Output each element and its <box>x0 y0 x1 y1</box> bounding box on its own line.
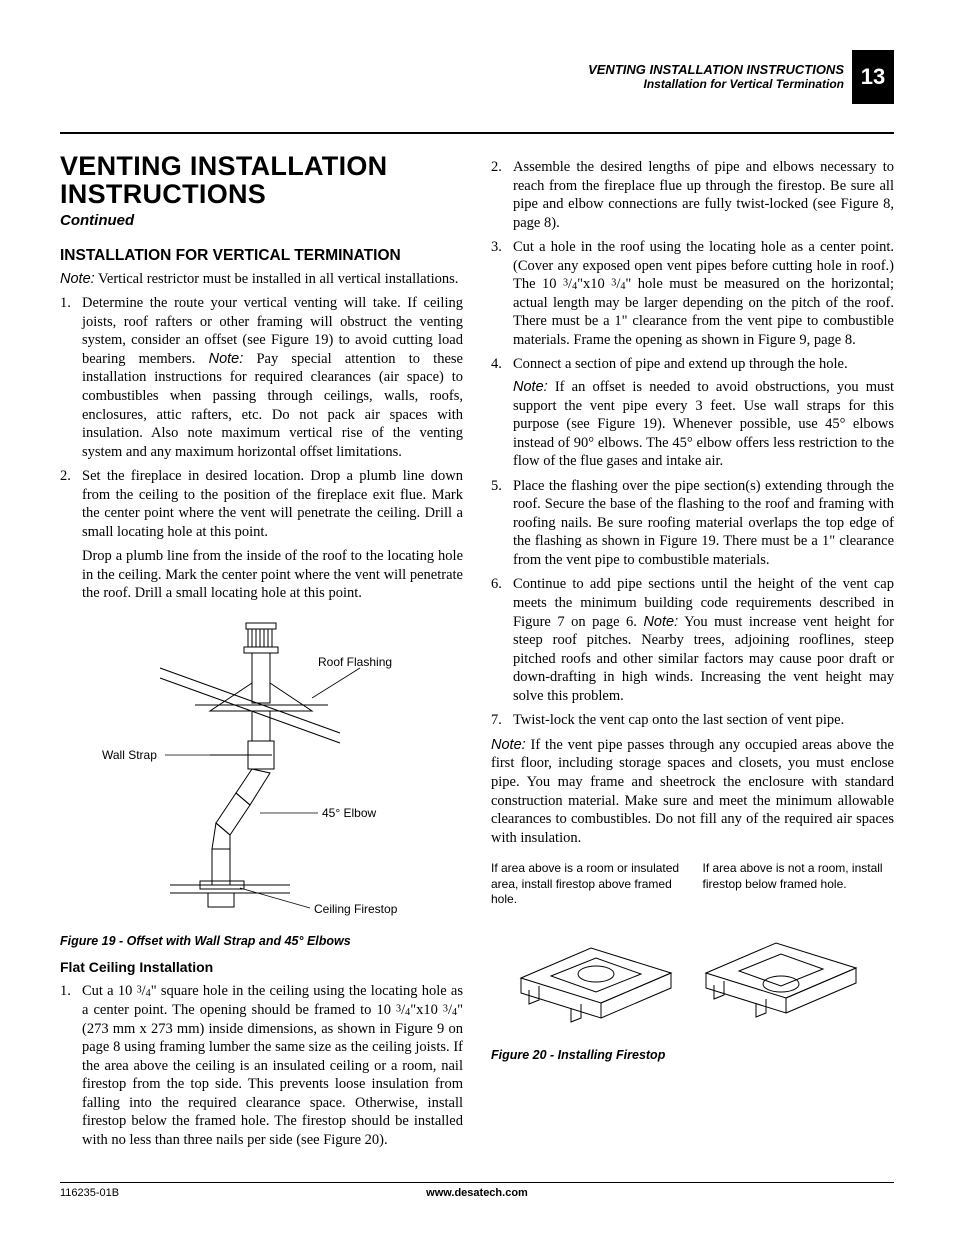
figure-20-svg <box>491 918 891 1038</box>
section-heading: INSTALLATION FOR VERTICAL TERMINATION <box>60 246 463 266</box>
figure-20-caption: Figure 20 - Installing Firestop <box>491 1047 894 1063</box>
right-column: 2. Assemble the desired lengths of pipe … <box>491 152 894 1149</box>
left-item-1: 1. Determine the route your vertical ven… <box>60 294 463 461</box>
left-para-after-2: Drop a plumb line from the inside of the… <box>82 547 463 603</box>
right-item-4: 4. Connect a section of pipe and extend … <box>491 355 894 470</box>
fig19-label-ceiling-firestop: Ceiling Firestop <box>314 902 398 916</box>
header-title: VENTING INSTALLATION INSTRUCTIONS <box>588 63 844 78</box>
right-item-7: 7. Twist-lock the vent cap onto the last… <box>491 711 894 730</box>
figure-19-caption: Figure 19 - Offset with Wall Strap and 4… <box>60 933 463 949</box>
list-text: Set the fireplace in desired location. D… <box>82 467 463 541</box>
note-label: Note: <box>491 737 526 753</box>
list-text: Connect a section of pipe and extend up … <box>513 355 894 470</box>
r4-text: Connect a section of pipe and extend up … <box>513 356 848 372</box>
list-text: Assemble the desired lengths of pipe and… <box>513 158 894 232</box>
note-label: Note: <box>60 271 95 287</box>
right-item-5: 5. Place the flashing over the pipe sect… <box>491 477 894 570</box>
header-text: VENTING INSTALLATION INSTRUCTIONS Instal… <box>588 63 844 92</box>
fc1-c: "x10 <box>410 1002 443 1018</box>
list-number: 2. <box>491 158 513 232</box>
bottom-note: Note: If the vent pipe passes through an… <box>491 736 894 847</box>
content-area: VENTING INSTALLATION INSTRUCTIONS Contin… <box>60 152 894 1149</box>
list-text: Twist-lock the vent cap onto the last se… <box>513 711 894 730</box>
firestop-note-left: If area above is a room or insulated are… <box>491 861 683 908</box>
continued-label: Continued <box>60 211 463 230</box>
list-text: Place the flashing over the pipe section… <box>513 477 894 570</box>
page-header: VENTING INSTALLATION INSTRUCTIONS Instal… <box>588 50 894 104</box>
intro-note: Note: Vertical restrictor must be instal… <box>60 270 463 289</box>
list-text: Continue to add pipe sections until the … <box>513 575 894 705</box>
main-heading: VENTING INSTALLATION INSTRUCTIONS <box>60 152 463 209</box>
list-number: 7. <box>491 711 513 730</box>
left-ordered-list: 1. Determine the route your vertical ven… <box>60 294 463 541</box>
footer-docnum: 116235-01B <box>60 1187 335 1199</box>
list-number: 3. <box>491 238 513 349</box>
list-text: Cut a hole in the roof using the locatin… <box>513 238 894 349</box>
list-number: 6. <box>491 575 513 705</box>
r3c: " hole must be measured on the horizonta… <box>513 276 894 348</box>
bottom-note-text: If the vent pipe passes through any occu… <box>491 737 894 846</box>
flat-ceiling-list: 1. Cut a 10 3/4" square hole in the ceil… <box>60 982 463 1149</box>
fc1-a: Cut a 10 <box>82 983 137 999</box>
right-item-3: 3. Cut a hole in the roof using the loca… <box>491 238 894 349</box>
fig19-label-roof-flashing: Roof Flashing <box>318 655 392 669</box>
fig19-label-wall-strap: Wall Strap <box>102 748 157 762</box>
list-number: 2. <box>60 467 82 541</box>
r3b: "x10 <box>577 276 611 292</box>
note-label: Note: <box>209 351 244 367</box>
list-text: Cut a 10 3/4" square hole in the ceiling… <box>82 982 463 1149</box>
figure-19: Roof Flashing Wall Strap 45° Elbow Ceili… <box>60 613 463 949</box>
list-text: Determine the route your vertical ventin… <box>82 294 463 461</box>
right-item-6: 6. Continue to add pipe sections until t… <box>491 575 894 705</box>
left-item-2: 2. Set the fireplace in desired location… <box>60 467 463 541</box>
figure-20: Figure 20 - Installing Firestop <box>491 918 894 1064</box>
li1-part2: Pay special attention to these installat… <box>82 351 463 460</box>
flat-ceiling-item-1: 1. Cut a 10 3/4" square hole in the ceil… <box>60 982 463 1149</box>
figure-19-svg: Roof Flashing Wall Strap 45° Elbow Ceili… <box>60 613 460 923</box>
firestop-notes: If area above is a room or insulated are… <box>491 861 894 908</box>
note-label: Note: <box>513 379 548 395</box>
fig19-label-elbow: 45° Elbow <box>322 806 376 820</box>
note-label: Note: <box>643 614 678 630</box>
r4-note: If an offset is needed to avoid obstruct… <box>513 379 894 469</box>
footer-url: www.desatech.com <box>335 1187 619 1199</box>
list-number: 1. <box>60 982 82 1149</box>
header-rule <box>60 132 894 134</box>
firestop-note-right: If area above is not a room, install fir… <box>703 861 895 908</box>
list-number: 1. <box>60 294 82 461</box>
page-footer: 116235-01B www.desatech.com <box>60 1182 894 1199</box>
left-column: VENTING INSTALLATION INSTRUCTIONS Contin… <box>60 152 463 1149</box>
page-number: 13 <box>861 64 885 90</box>
header-subtitle: Installation for Vertical Termination <box>588 78 844 92</box>
right-item-2: 2. Assemble the desired lengths of pipe … <box>491 158 894 232</box>
flat-ceiling-heading: Flat Ceiling Installation <box>60 959 463 977</box>
list-number: 5. <box>491 477 513 570</box>
fc1-d: " (273 mm x 273 mm) inside dimensions, a… <box>82 1002 463 1148</box>
intro-note-text: Vertical restrictor must be installed in… <box>95 271 459 287</box>
right-ordered-list: 2. Assemble the desired lengths of pipe … <box>491 158 894 730</box>
list-number: 4. <box>491 355 513 470</box>
page-number-box: 13 <box>852 50 894 104</box>
